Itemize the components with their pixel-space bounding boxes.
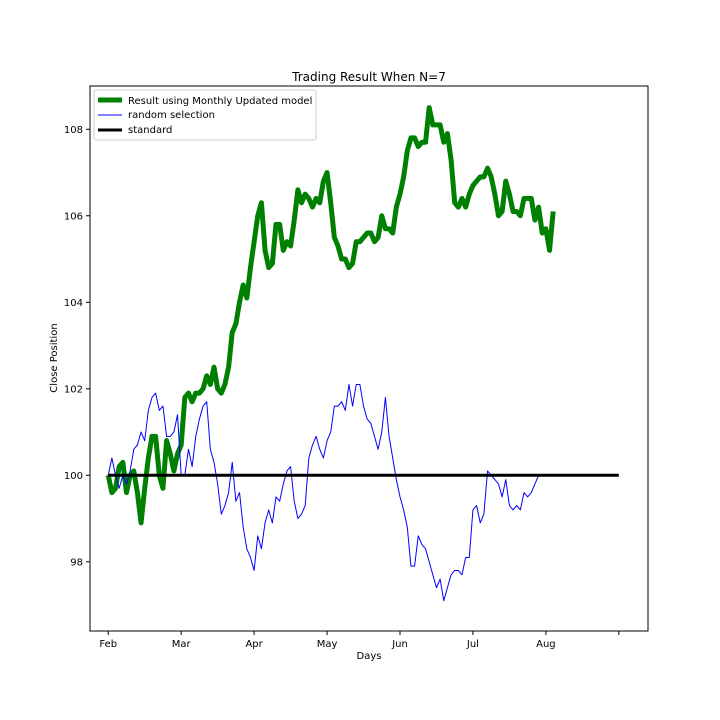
series-line-model [105, 105, 556, 526]
y-tick-label: 100 [64, 471, 83, 482]
legend-label-standard: standard [128, 125, 172, 136]
plot-frame [89, 85, 649, 632]
x-tick-label: Jun [391, 639, 408, 650]
x-tick-label: Aug [536, 639, 556, 650]
x-axis-label: Days [357, 651, 382, 662]
x-tick-label: Feb [99, 639, 117, 650]
x-tick-label: Jul [466, 639, 479, 650]
legend: Result using Monthly Updated model rando… [93, 89, 317, 141]
x-tick-label: Mar [172, 639, 192, 650]
x-tick-label: May [317, 639, 338, 650]
y-tick-label: 98 [70, 557, 83, 568]
y-tick-label: 104 [64, 298, 83, 309]
y-axis-label: Close Position [49, 323, 60, 392]
plot-area [89, 85, 649, 632]
series-line-random [107, 383, 540, 602]
series-layer [105, 105, 619, 602]
y-tick-label: 102 [64, 384, 83, 395]
x-axis: Feb Mar Apr May Jun Jul Aug [99, 631, 620, 650]
y-axis: 98 100 102 104 106 108 [64, 125, 90, 568]
x-tick-label: Apr [245, 639, 263, 650]
legend-label-random: random selection [128, 110, 215, 121]
y-tick-label: 108 [64, 125, 83, 136]
legend-label-model: Result using Monthly Updated model [128, 96, 312, 107]
legend-box [93, 89, 317, 141]
chart-title: Trading Result When N=7 [291, 70, 446, 84]
y-tick-label: 106 [64, 211, 83, 222]
